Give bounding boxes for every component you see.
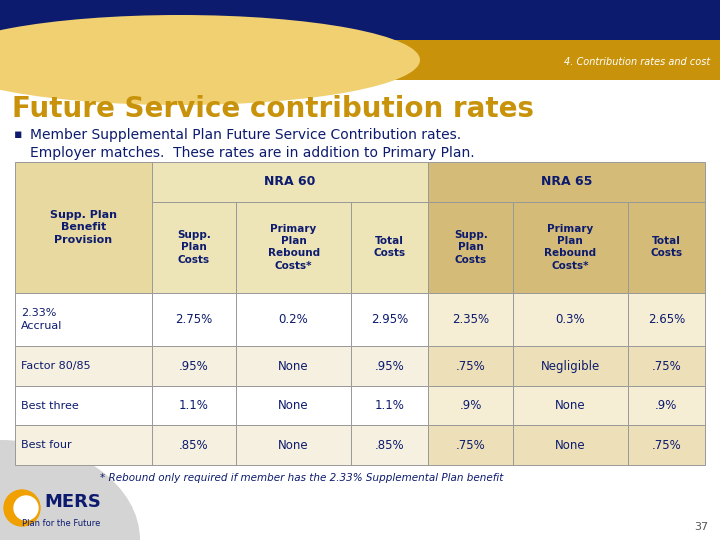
Text: Primary
Plan
Rebound
Costs*: Primary Plan Rebound Costs* — [268, 224, 320, 271]
Text: 0.2%: 0.2% — [279, 313, 308, 326]
Text: Factor 80/85: Factor 80/85 — [21, 361, 91, 371]
Bar — [236, 346, 351, 386]
Bar — [428, 293, 513, 346]
Bar — [428, 346, 513, 386]
Text: Total
Costs: Total Costs — [650, 236, 683, 259]
Text: 0.3%: 0.3% — [556, 313, 585, 326]
Text: Negligible: Negligible — [541, 360, 600, 373]
Text: 2.35%: 2.35% — [452, 313, 490, 326]
Bar — [236, 201, 351, 293]
Bar — [351, 293, 428, 346]
Bar — [428, 162, 705, 201]
Text: .85%: .85% — [179, 438, 209, 451]
Text: 2.75%: 2.75% — [176, 313, 212, 326]
Text: None: None — [278, 360, 309, 373]
Circle shape — [4, 490, 40, 526]
Text: 4. Contribution rates and cost: 4. Contribution rates and cost — [564, 57, 710, 67]
Text: Best three: Best three — [21, 401, 78, 410]
Bar — [628, 293, 705, 346]
Text: .95%: .95% — [179, 360, 209, 373]
Text: 2.65%: 2.65% — [647, 313, 685, 326]
Bar — [151, 162, 428, 201]
Bar — [351, 346, 428, 386]
Bar — [513, 293, 628, 346]
Ellipse shape — [0, 440, 140, 540]
Bar — [151, 293, 236, 346]
Text: .75%: .75% — [456, 438, 485, 451]
Bar — [428, 426, 513, 465]
Bar — [351, 201, 428, 293]
Bar — [428, 386, 513, 426]
Bar — [15, 426, 151, 465]
Bar — [351, 386, 428, 426]
Bar — [428, 201, 513, 293]
Bar — [351, 426, 428, 465]
Bar — [513, 201, 628, 293]
Bar — [15, 162, 151, 293]
Text: 37: 37 — [694, 522, 708, 532]
Text: 1.1%: 1.1% — [374, 399, 405, 412]
Bar — [236, 293, 351, 346]
Bar — [628, 346, 705, 386]
Bar — [513, 346, 628, 386]
Text: 2.33%
Accrual: 2.33% Accrual — [21, 308, 63, 330]
Text: Best four: Best four — [21, 440, 71, 450]
Text: .75%: .75% — [652, 438, 681, 451]
Bar — [0, 0, 720, 40]
Text: None: None — [278, 399, 309, 412]
Bar — [628, 386, 705, 426]
Bar — [15, 293, 151, 346]
Text: None: None — [278, 438, 309, 451]
Bar — [15, 346, 151, 386]
Bar — [236, 386, 351, 426]
Text: .75%: .75% — [456, 360, 485, 373]
Bar — [151, 426, 236, 465]
Text: * Rebound only required if member has the 2.33% Supplemental Plan benefit: * Rebound only required if member has th… — [100, 473, 503, 483]
Text: .75%: .75% — [652, 360, 681, 373]
Bar — [628, 426, 705, 465]
Text: .95%: .95% — [374, 360, 405, 373]
Bar — [628, 201, 705, 293]
Text: Plan for the Future: Plan for the Future — [22, 519, 100, 529]
Circle shape — [14, 496, 38, 520]
Text: .85%: .85% — [374, 438, 405, 451]
Bar — [15, 386, 151, 426]
Text: ▪: ▪ — [14, 128, 22, 141]
Bar — [0, 40, 720, 80]
Bar — [513, 386, 628, 426]
Bar — [513, 426, 628, 465]
Bar — [236, 426, 351, 465]
Text: Supp.
Plan
Costs: Supp. Plan Costs — [454, 230, 487, 265]
Bar — [151, 346, 236, 386]
Text: .9%: .9% — [459, 399, 482, 412]
Text: Future Service contribution rates: Future Service contribution rates — [12, 95, 534, 123]
Text: Primary
Plan
Rebound
Costs*: Primary Plan Rebound Costs* — [544, 224, 596, 271]
Text: 1.1%: 1.1% — [179, 399, 209, 412]
Text: .9%: .9% — [655, 399, 678, 412]
Bar — [151, 201, 236, 293]
Text: NRA 60: NRA 60 — [264, 176, 315, 188]
Text: Member Supplemental Plan Future Service Contribution rates.: Member Supplemental Plan Future Service … — [30, 128, 461, 142]
Bar — [151, 386, 236, 426]
Text: NRA 65: NRA 65 — [541, 176, 593, 188]
Text: Supp.
Plan
Costs: Supp. Plan Costs — [177, 230, 211, 265]
Text: 2.95%: 2.95% — [371, 313, 408, 326]
Text: MERS: MERS — [44, 493, 101, 511]
Text: Employer matches.  These rates are in addition to Primary Plan.: Employer matches. These rates are in add… — [30, 146, 474, 160]
Text: None: None — [555, 399, 585, 412]
Text: None: None — [555, 438, 585, 451]
Text: Total
Costs: Total Costs — [374, 236, 405, 259]
Ellipse shape — [0, 15, 420, 105]
Text: Supp. Plan
Benefit
Provision: Supp. Plan Benefit Provision — [50, 210, 117, 245]
